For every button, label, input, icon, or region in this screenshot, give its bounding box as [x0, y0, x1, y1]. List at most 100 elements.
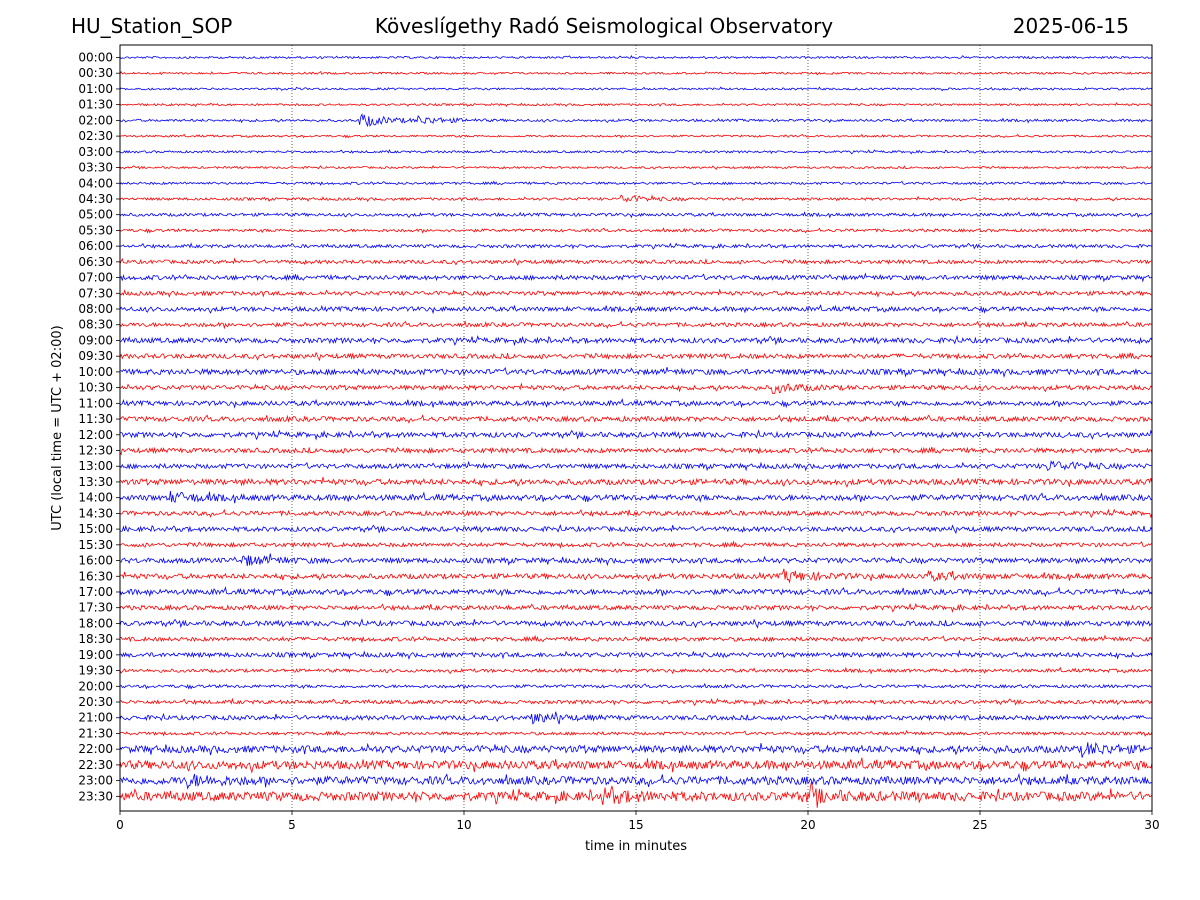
ytick-label-0900: 09:00 — [78, 333, 113, 347]
ytick-label-1000: 10:00 — [78, 365, 113, 379]
ytick-label-0600: 06:00 — [78, 239, 113, 253]
ytick-label-0500: 05:00 — [78, 208, 113, 222]
ytick-label-1930: 19:30 — [78, 664, 113, 678]
y-axis-label: UTC (local time = UTC + 02:00) — [50, 325, 65, 530]
ytick-label-1030: 10:30 — [78, 381, 113, 395]
trace-1600 — [119, 553, 1153, 567]
ytick-label-2330: 23:30 — [78, 789, 113, 803]
chart-title: Köveslígethy Radó Seismological Observat… — [374, 14, 834, 38]
ytick-label-0630: 06:30 — [78, 255, 113, 269]
ytick-label-1130: 11:30 — [78, 412, 113, 426]
trace-0630 — [119, 257, 1153, 266]
ytick-label-1630: 16:30 — [78, 569, 113, 583]
ytick-label-0130: 01:30 — [78, 98, 113, 112]
ytick-label-0400: 04:00 — [78, 176, 113, 190]
trace-0900 — [119, 334, 1153, 347]
ytick-label-0330: 03:30 — [78, 161, 113, 175]
trace-0000 — [119, 55, 1153, 60]
trace-0730 — [119, 288, 1153, 298]
trace-0200 — [119, 113, 1153, 128]
xtick-label-5: 5 — [288, 818, 296, 832]
trace-1830 — [119, 634, 1153, 644]
trace-1030 — [119, 382, 1153, 395]
ytick-label-1230: 12:30 — [78, 444, 113, 458]
trace-2330 — [119, 781, 1153, 808]
trace-2300 — [119, 772, 1153, 790]
ytick-label-2200: 22:00 — [78, 742, 113, 756]
trace-1300 — [119, 460, 1153, 472]
ytick-label-0430: 04:30 — [78, 192, 113, 206]
trace-0530 — [119, 227, 1153, 234]
trace-1630 — [119, 568, 1153, 584]
trace-2030 — [119, 697, 1153, 707]
ytick-label-2230: 22:30 — [78, 758, 113, 772]
trace-0830 — [119, 320, 1153, 330]
station-name: HU_Station_SOP — [71, 14, 233, 38]
trace-1800 — [119, 618, 1153, 629]
trace-0230 — [119, 133, 1153, 139]
ytick-label-0300: 03:00 — [78, 145, 113, 159]
trace-0330 — [119, 164, 1153, 170]
trace-2100 — [119, 711, 1153, 725]
trace-1500 — [119, 524, 1153, 535]
trace-1330 — [119, 476, 1153, 488]
trace-0600 — [119, 242, 1153, 250]
ytick-label-0930: 09:30 — [78, 349, 113, 363]
trace-1930 — [119, 666, 1153, 675]
ytick-label-1200: 12:00 — [78, 428, 113, 442]
trace-1230 — [119, 446, 1153, 456]
trace-0030 — [119, 70, 1153, 76]
trace-0400 — [119, 180, 1153, 186]
ytick-label-0800: 08:00 — [78, 302, 113, 316]
ytick-label-0030: 00:30 — [78, 66, 113, 80]
x-axis-label: time in minutes — [585, 839, 687, 854]
plot-area — [120, 45, 1152, 811]
ytick-label-2130: 21:30 — [78, 726, 113, 740]
trace-1900 — [119, 649, 1153, 660]
ytick-label-1830: 18:30 — [78, 632, 113, 646]
xtick-label-15: 15 — [628, 818, 643, 832]
ytick-label-0100: 01:00 — [78, 82, 113, 96]
ytick-label-0700: 07:00 — [78, 271, 113, 285]
trace-0500 — [119, 211, 1153, 219]
trace-0130 — [119, 102, 1153, 108]
ytick-label-1730: 17:30 — [78, 601, 113, 615]
trace-1200 — [119, 429, 1153, 441]
trace-0430 — [119, 194, 1153, 203]
ytick-label-1700: 17:00 — [78, 585, 113, 599]
ytick-label-2000: 20:00 — [78, 679, 113, 693]
ytick-label-1530: 15:30 — [78, 538, 113, 552]
ytick-label-2100: 21:00 — [78, 711, 113, 725]
ytick-label-0530: 05:30 — [78, 223, 113, 237]
recording-date: 2025-06-15 — [1012, 14, 1129, 38]
ytick-label-1100: 11:00 — [78, 396, 113, 410]
xtick-label-20: 20 — [800, 818, 815, 832]
ytick-label-1430: 14:30 — [78, 506, 113, 520]
trace-1000 — [119, 366, 1153, 379]
trace-1400 — [119, 490, 1153, 504]
xtick-label-10: 10 — [456, 818, 471, 832]
ytick-label-2030: 20:30 — [78, 695, 113, 709]
trace-1730 — [119, 602, 1153, 613]
trace-0930 — [119, 351, 1153, 362]
trace-2200 — [119, 741, 1153, 758]
xtick-label-30: 30 — [1144, 818, 1159, 832]
ytick-label-0000: 00:00 — [78, 51, 113, 65]
ytick-label-0830: 08:30 — [78, 318, 113, 332]
trace-2000 — [119, 682, 1153, 690]
ytick-label-0730: 07:30 — [78, 286, 113, 300]
ytick-label-1900: 19:00 — [78, 648, 113, 662]
trace-1130 — [119, 414, 1153, 424]
trace-1430 — [119, 508, 1153, 519]
trace-1700 — [119, 586, 1153, 598]
ytick-label-1600: 16:00 — [78, 554, 113, 568]
trace-0300 — [119, 149, 1153, 155]
ytick-label-0230: 02:30 — [78, 129, 113, 143]
trace-1530 — [119, 540, 1153, 549]
ytick-label-0200: 02:00 — [78, 113, 113, 127]
trace-0700 — [119, 272, 1153, 283]
trace-2230 — [119, 757, 1153, 774]
trace-0800 — [119, 304, 1153, 315]
ytick-label-1800: 18:00 — [78, 616, 113, 630]
